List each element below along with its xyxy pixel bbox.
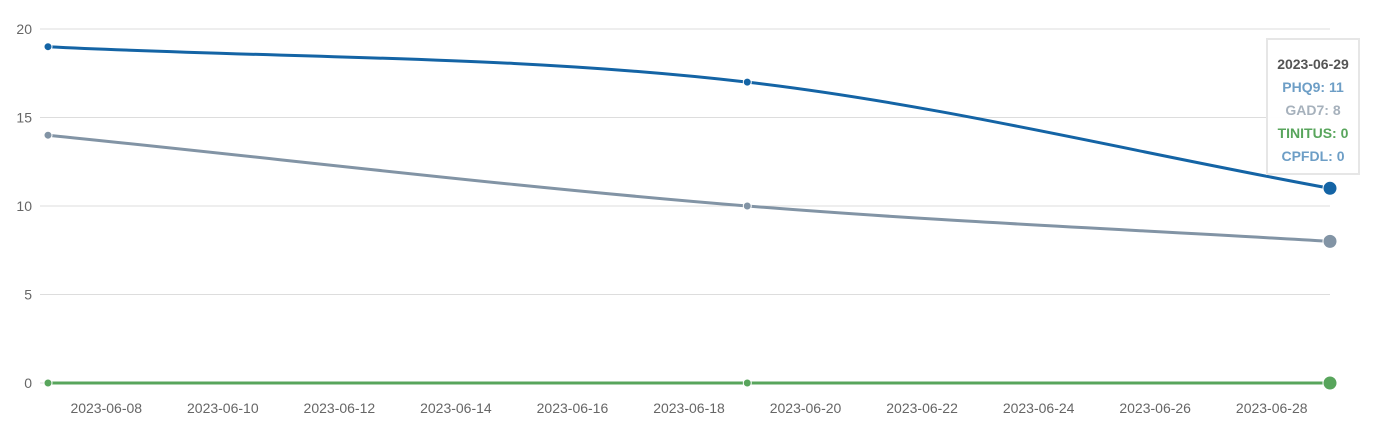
tooltip-row-tinitus: TINITUS: 0	[1277, 125, 1349, 141]
data-point-tinitus[interactable]	[742, 378, 752, 388]
x-tick-label: 2023-06-16	[537, 400, 609, 416]
x-tick-label: 2023-06-12	[304, 400, 376, 416]
tooltip-label: GAD7	[1285, 102, 1325, 118]
x-tick-label: 2023-06-22	[886, 400, 958, 416]
data-point-gad7[interactable]	[742, 201, 752, 211]
y-tick-label: 0	[24, 375, 32, 391]
data-point-tinitus[interactable]	[43, 378, 53, 388]
y-tick-label: 10	[16, 198, 32, 214]
data-point-tinitus[interactable]	[1322, 375, 1338, 391]
tooltip-row-gad7: GAD7: 8	[1285, 102, 1341, 118]
x-tick-label: 2023-06-18	[653, 400, 725, 416]
x-tick-label: 2023-06-14	[420, 400, 492, 416]
data-point-phq9[interactable]	[43, 42, 53, 52]
chart-tooltip: 2023-06-29 PHQ9: 11 GAD7: 8 TINITUS: 0 C…	[1266, 38, 1360, 175]
grid-layer	[40, 28, 1330, 384]
tooltip-value: 8	[1332, 102, 1341, 118]
x-tick-label: 2023-06-08	[70, 400, 142, 416]
data-point-gad7[interactable]	[1322, 233, 1338, 249]
y-tick-label: 15	[16, 110, 32, 126]
x-tick-label: 2023-06-26	[1119, 400, 1191, 416]
y-tick-label: 5	[24, 287, 32, 303]
tooltip-value: 0	[1340, 125, 1349, 141]
tooltip-value: 0	[1336, 148, 1345, 164]
tooltip-date: 2023-06-29	[1277, 56, 1349, 72]
series-layer	[43, 42, 1338, 391]
tooltip-row-cpfdl: CPFDL: 0	[1281, 148, 1345, 164]
tooltip-label: PHQ9	[1282, 79, 1321, 95]
x-tick-label: 2023-06-24	[1003, 400, 1075, 416]
tooltip-value: 11	[1328, 79, 1344, 95]
y-tick-label: 20	[16, 21, 32, 37]
data-point-phq9[interactable]	[742, 77, 752, 87]
tooltip-row-phq9: PHQ9: 11	[1282, 79, 1344, 95]
x-tick-label: 2023-06-20	[770, 400, 842, 416]
tooltip-label: TINITUS	[1277, 125, 1333, 141]
axis-layer: 0 5 10 15 20 2023-06-08 2023-06-10 2023-06-12 20…	[16, 21, 1307, 416]
data-point-gad7[interactable]	[43, 130, 53, 140]
data-point-phq9[interactable]	[1322, 180, 1338, 196]
tooltip-label: CPFDL	[1281, 148, 1329, 164]
x-tick-label: 2023-06-28	[1236, 400, 1308, 416]
x-tick-label: 2023-06-10	[187, 400, 259, 416]
